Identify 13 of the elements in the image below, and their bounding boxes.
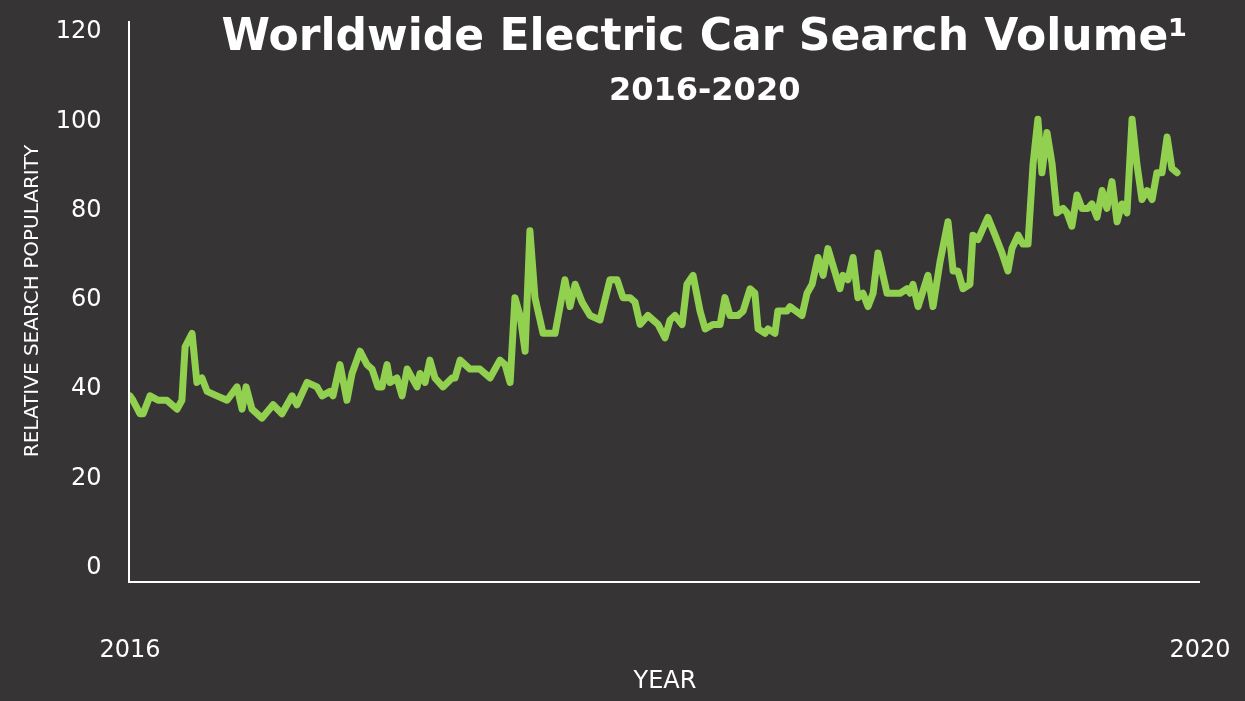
y-tick-label: 20 (70, 462, 102, 491)
y-tick-label: 120 (55, 16, 102, 45)
x-tick-label: 2016 (99, 634, 161, 663)
x-axis-title: YEAR (632, 666, 697, 695)
y-tick-label: 100 (55, 105, 102, 134)
chart-title: Worldwide Electric Car Search Volume¹ (221, 9, 1188, 61)
y-tick-label: 60 (70, 284, 102, 313)
y-tick-label: 40 (70, 373, 102, 402)
y-tick-label: 80 (70, 194, 102, 223)
y-tick-label: 0 (86, 551, 102, 580)
text: 2016-2020 (609, 70, 801, 108)
x-tick-label: 2020 (1169, 634, 1231, 663)
y-axis-title: RELATIVE SEARCH POPULARITY (18, 144, 43, 458)
